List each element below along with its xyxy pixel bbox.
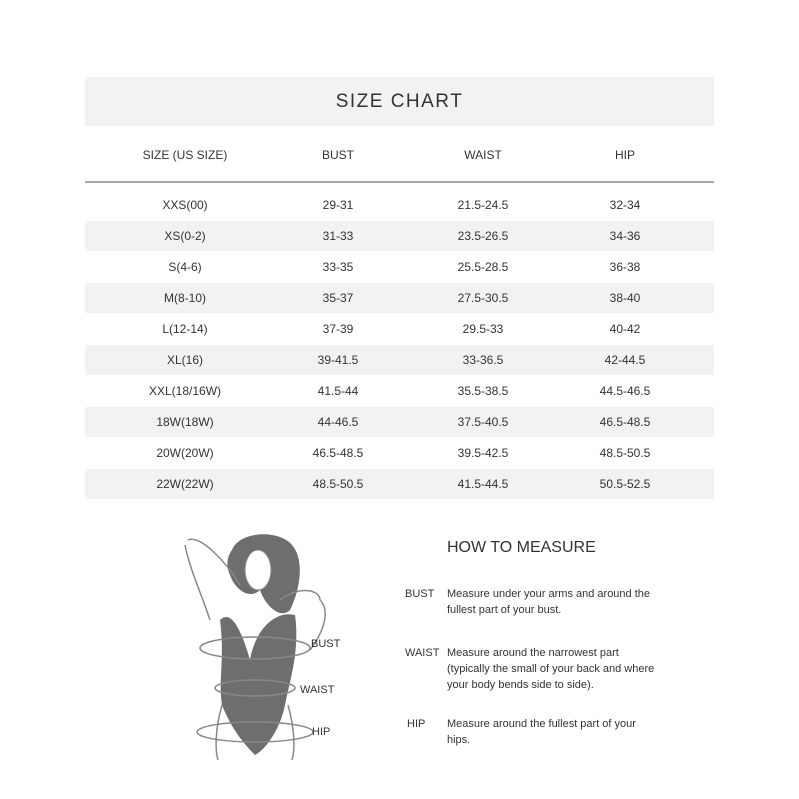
table-cell: 34-36 <box>609 229 641 243</box>
table-cell: 41.5-44.5 <box>457 477 509 491</box>
body-measurement-figure <box>184 534 326 760</box>
table-cell: 31-33 <box>322 229 354 243</box>
table-cell: 27.5-30.5 <box>457 291 509 305</box>
table-cell: 21.5-24.5 <box>457 198 509 212</box>
table-cell: 35-37 <box>322 291 354 305</box>
column-header-hip: HIP <box>614 148 635 162</box>
table-cell: M(8-10) <box>163 291 206 305</box>
table-row: XXS(00) 29-31 21.5-24.5 32-34 <box>85 190 714 220</box>
table-header: SIZE (US SIZE) BUST WAIST HIP <box>85 140 714 170</box>
table-cell: S(4-6) <box>168 260 202 274</box>
table-cell: 29-31 <box>322 198 354 212</box>
table-row: S(4-6) 33-35 25.5-28.5 36-38 <box>85 252 714 282</box>
table-cell: 22W(22W) <box>156 477 214 491</box>
figure-label-waist: WAIST <box>300 684 335 696</box>
bust-ring <box>199 636 311 660</box>
table-cell: 25.5-28.5 <box>457 260 509 274</box>
table-cell: 38-40 <box>609 291 641 305</box>
table-cell: 41.5-44 <box>317 384 359 398</box>
page-title: SIZE CHART <box>335 90 464 112</box>
table-row: XXL(18/16W) 41.5-44 35.5-38.5 44.5-46.5 <box>85 376 714 406</box>
table-cell: 46.5-48.5 <box>312 446 364 460</box>
arms-outline <box>184 538 326 651</box>
table-cell: XXS(00) <box>162 198 208 212</box>
table-row: XS(0-2) 31-33 23.5-26.5 34-36 <box>85 221 714 251</box>
measure-text-hip: Measure around the fullest part of your … <box>447 718 636 746</box>
column-header-size: SIZE (US SIZE) <box>142 148 228 162</box>
table-cell: XS(0-2) <box>164 229 206 243</box>
table-cell: 37.5-40.5 <box>457 415 509 429</box>
table-cell: 37-39 <box>322 322 354 336</box>
table-cell: 18W(18W) <box>156 415 214 429</box>
table-cell: 33-35 <box>322 260 354 274</box>
swimsuit-shape <box>220 614 297 755</box>
table-cell: 29.5-33 <box>462 322 504 336</box>
column-header-bust: BUST <box>321 148 354 162</box>
table-row: 20W(20W) 46.5-48.5 39.5-42.5 48.5-50.5 <box>85 438 714 468</box>
header-divider <box>85 181 714 183</box>
measure-label-bust: BUST <box>405 588 435 600</box>
table-row: L(12-14) 37-39 29.5-33 40-42 <box>85 314 714 344</box>
figure-label-bust: BUST <box>311 638 341 650</box>
table-cell: 42-44.5 <box>604 353 646 367</box>
figure-label-hip: HIP <box>312 726 331 738</box>
column-header-waist: WAIST <box>464 148 502 162</box>
table-cell: 50.5-52.5 <box>599 477 651 491</box>
measure-text-waist: Measure around the narrowest part (typic… <box>447 647 655 691</box>
table-cell: 35.5-38.5 <box>457 384 509 398</box>
table-cell: 39-41.5 <box>317 353 359 367</box>
table-cell: 39.5-42.5 <box>457 446 509 460</box>
measure-text-bust: Measure under your arms and around the f… <box>447 588 651 616</box>
face-shape <box>244 549 272 591</box>
hip-ring <box>196 721 314 743</box>
table-cell: 32-34 <box>609 198 641 212</box>
table-row: M(8-10) 35-37 27.5-30.5 38-40 <box>85 283 714 313</box>
legs-outline <box>215 704 295 760</box>
table-cell: XL(16) <box>166 353 204 367</box>
table-cell: 23.5-26.5 <box>457 229 509 243</box>
waist-ring <box>214 679 296 697</box>
table-cell: 44-46.5 <box>317 415 359 429</box>
how-to-measure-title: HOW TO MEASURE <box>447 539 596 556</box>
table-cell: 48.5-50.5 <box>312 477 364 491</box>
table-row: 22W(22W) 48.5-50.5 41.5-44.5 50.5-52.5 <box>85 469 714 499</box>
table-cell: 48.5-50.5 <box>599 446 651 460</box>
table-row: XL(16) 39-41.5 33-36.5 42-44.5 <box>85 345 714 375</box>
table-cell: L(12-14) <box>162 322 208 336</box>
table-cell: 20W(20W) <box>156 446 214 460</box>
measure-label-hip: HIP <box>407 718 426 730</box>
measure-label-waist: WAIST <box>405 647 440 659</box>
table-cell: 44.5-46.5 <box>599 384 651 398</box>
table-cell: 36-38 <box>609 260 641 274</box>
title-band: SIZE CHART <box>85 77 714 126</box>
table-cell: XXL(18/16W) <box>148 384 222 398</box>
table-cell: 46.5-48.5 <box>599 415 651 429</box>
table-cell: 40-42 <box>609 322 641 336</box>
table-row: 18W(18W) 44-46.5 37.5-40.5 46.5-48.5 <box>85 407 714 437</box>
table-cell: 33-36.5 <box>462 353 504 367</box>
